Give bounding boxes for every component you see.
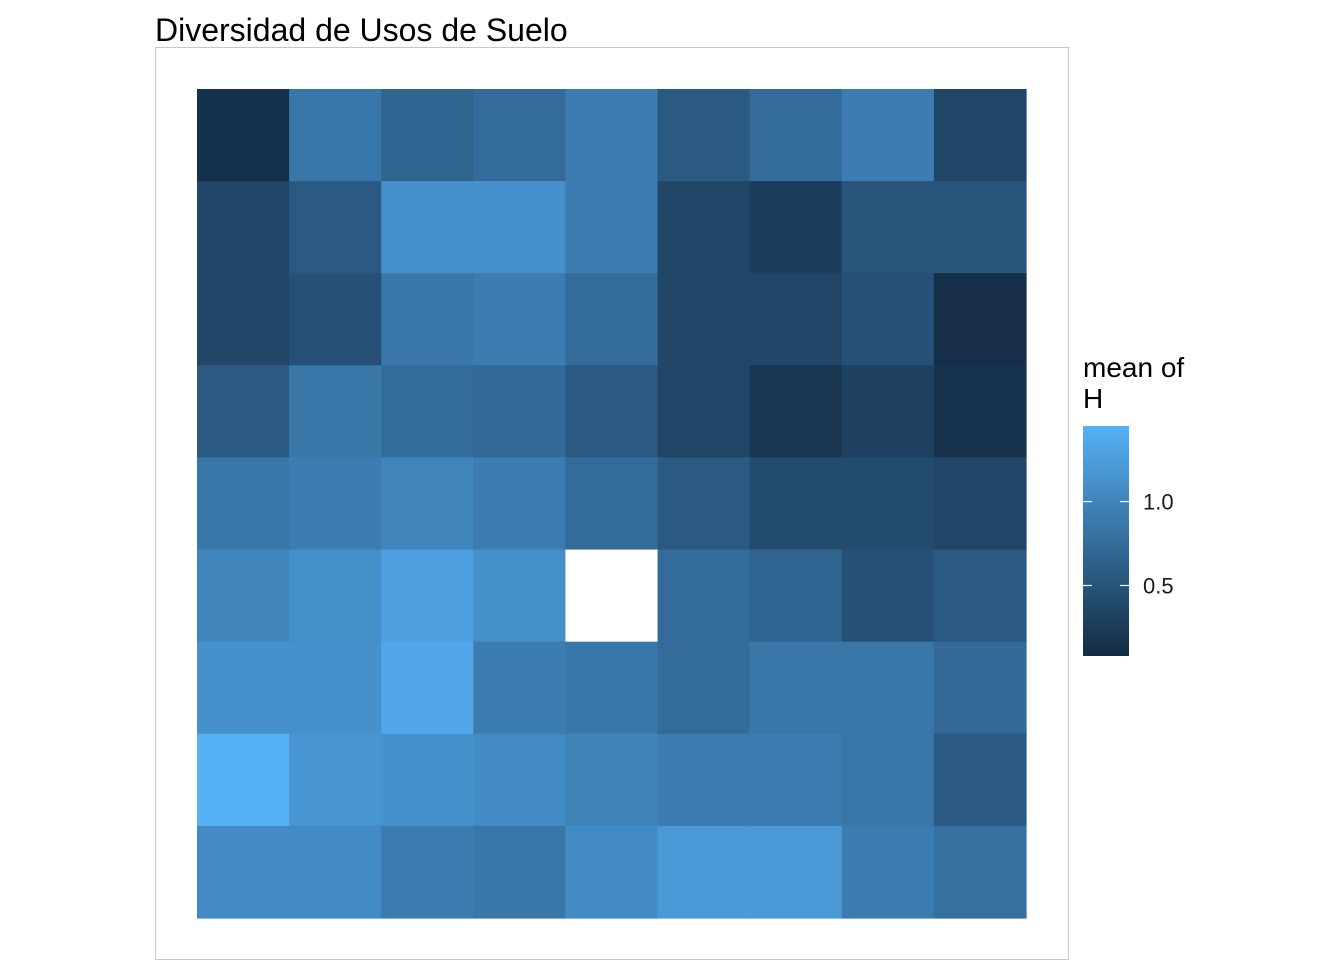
heatmap-cell-r7-c3 xyxy=(381,641,474,735)
heatmap-cell-r8-c3 xyxy=(381,733,474,827)
heatmap-cell-r5-c1 xyxy=(197,457,290,551)
heatmap-cell-r5-c3 xyxy=(381,457,474,551)
heatmap-cell-r6-c1 xyxy=(197,549,290,643)
heatmap-cell-r1-c7 xyxy=(749,89,843,182)
heatmap-cell-r2-c7 xyxy=(749,181,843,274)
heatmap-cell-r8-c5 xyxy=(565,733,659,827)
heatmap-cell-r8-c8 xyxy=(841,733,935,827)
heatmap-cell-r1-c3 xyxy=(381,89,474,182)
legend-tick-label: 1.0 xyxy=(1143,490,1174,515)
heatmap-cell-r7-c2 xyxy=(289,641,382,735)
heatmap-cell-r9-c9 xyxy=(933,825,1027,919)
heatmap-cell-r6-c8 xyxy=(841,549,935,643)
heatmap-cell-r8-c4 xyxy=(473,733,567,827)
heatmap-cell-r7-c4 xyxy=(473,641,567,735)
heatmap-cell-r3-c6 xyxy=(657,273,751,366)
heatmap-cell-r6-c9 xyxy=(933,549,1027,643)
legend-ticks: 0.5 1.0 xyxy=(1083,490,1174,598)
heatmap-cell-r7-c7 xyxy=(749,641,843,735)
heatmap-cell-r1-c9 xyxy=(933,89,1027,182)
heatmap-cell-r9-c3 xyxy=(381,825,474,919)
heatmap-cell-r6-c7 xyxy=(749,549,843,643)
heatmap-cell-r3-c3 xyxy=(381,273,474,366)
heatmap-cell-r4-c2 xyxy=(289,365,382,459)
heatmap-cell-r5-c2 xyxy=(289,457,382,551)
heatmap-cell-r4-c6 xyxy=(657,365,751,459)
heatmap-cell-r8-c6 xyxy=(657,733,751,827)
heatmap-cell-r3-c5 xyxy=(565,273,659,366)
legend: mean of H 0.5 1.0 xyxy=(1083,352,1184,656)
heatmap-cell-r6-c6 xyxy=(657,549,751,643)
heatmap-cell-r4-c3 xyxy=(381,365,474,459)
heatmap-cell-r5-c7 xyxy=(749,457,843,551)
heatmap-cell-r2-c1 xyxy=(197,181,290,274)
heatmap-cell-r6-c3 xyxy=(381,549,474,643)
heatmap-cell-r6-c4 xyxy=(473,549,567,643)
heatmap-cell-r2-c6 xyxy=(657,181,751,274)
heatmap-cell-r2-c8 xyxy=(841,181,935,274)
heatmap-cell-r4-c8 xyxy=(841,365,935,459)
heatmap-cell-r4-c5 xyxy=(565,365,659,459)
heatmap-cell-r5-c5 xyxy=(565,457,659,551)
heatmap-cell-r3-c2 xyxy=(289,273,382,366)
legend-title-line-1: mean of xyxy=(1083,352,1184,383)
heatmap-cell-r2-c3 xyxy=(381,181,474,274)
heatmap-cell-r7-c6 xyxy=(657,641,751,735)
heatmap-cell-r3-c1 xyxy=(197,273,290,366)
heatmap-cell-r5-c4 xyxy=(473,457,567,551)
heatmap-cell-r7-c9 xyxy=(933,641,1027,735)
heatmap-cell-r9-c7 xyxy=(749,825,843,919)
heatmap-cell-r2-c5 xyxy=(565,181,659,274)
heatmap-cell-r5-c9 xyxy=(933,457,1027,551)
heatmap-cell-r3-c9 xyxy=(933,273,1027,366)
heatmap-cell-r9-c5 xyxy=(565,825,659,919)
heatmap-cells xyxy=(197,89,1027,919)
heatmap-cell-r5-c6 xyxy=(657,457,751,551)
heatmap-cell-r2-c2 xyxy=(289,181,382,274)
heatmap-cell-r1-c4 xyxy=(473,89,567,182)
heatmap-cell-r2-c9 xyxy=(933,181,1027,274)
heatmap-cell-r1-c5 xyxy=(565,89,659,182)
heatmap-cell-r6-c2 xyxy=(289,549,382,643)
heatmap-cell-r7-c5 xyxy=(565,641,659,735)
legend-tick-label: 0.5 xyxy=(1143,573,1174,598)
heatmap-cell-r9-c1 xyxy=(197,825,290,919)
heatmap-cell-r3-c4 xyxy=(473,273,567,366)
heatmap-cell-r8-c7 xyxy=(749,733,843,827)
heatmap-cell-r9-c8 xyxy=(841,825,935,919)
legend-title-line-2: H xyxy=(1083,383,1103,414)
heatmap-cell-r4-c1 xyxy=(197,365,290,459)
heatmap-cell-r7-c1 xyxy=(197,641,290,735)
heatmap-cell-r1-c1 xyxy=(197,89,290,182)
heatmap-cell-r1-c8 xyxy=(841,89,935,182)
heatmap-cell-r1-c6 xyxy=(657,89,751,182)
heatmap-cell-r9-c2 xyxy=(289,825,382,919)
heatmap-cell-r4-c4 xyxy=(473,365,567,459)
heatmap-cell-r8-c2 xyxy=(289,733,382,827)
heatmap-cell-r3-c8 xyxy=(841,273,935,366)
heatmap-cell-r4-c7 xyxy=(749,365,843,459)
heatmap-cell-r5-c8 xyxy=(841,457,935,551)
heatmap-cell-r4-c9 xyxy=(933,365,1027,459)
heatmap-cell-r1-c2 xyxy=(289,89,382,182)
legend-colorbar xyxy=(1083,426,1129,656)
heatmap-cell-r8-c1 xyxy=(197,733,290,827)
heatmap-cell-r9-c6 xyxy=(657,825,751,919)
heatmap-cell-r6-c5 xyxy=(565,549,659,643)
heatmap-cell-r9-c4 xyxy=(473,825,567,919)
heatmap-cell-r2-c4 xyxy=(473,181,567,274)
heatmap-cell-r3-c7 xyxy=(749,273,843,366)
heatmap-cell-r7-c8 xyxy=(841,641,935,735)
chart-title: Diversidad de Usos de Suelo xyxy=(155,12,568,48)
heatmap-cell-r8-c9 xyxy=(933,733,1027,827)
